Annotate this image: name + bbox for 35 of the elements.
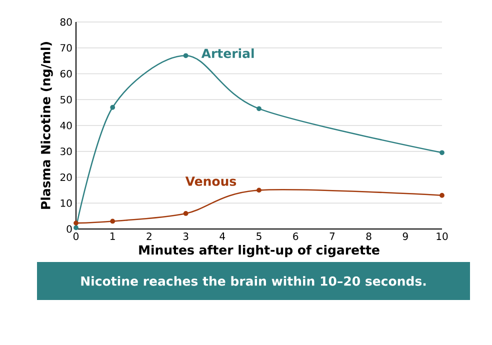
y-tick-label: 70 [60, 44, 72, 52]
y-tick-label: 30 [60, 148, 72, 156]
x-tick-label: 9 [402, 232, 408, 240]
point [110, 104, 116, 110]
y-tick-label: 40 [60, 122, 72, 130]
x-tick-label: 8 [366, 232, 372, 240]
x-tick-label: 0 [73, 232, 79, 240]
point [256, 106, 262, 112]
point [110, 218, 116, 224]
x-tick-label: 6 [293, 232, 298, 240]
y-tick-label: 80 [60, 18, 72, 26]
y-tick-label: 0 [66, 225, 72, 233]
y-tick-label: 10 [60, 199, 72, 207]
point [440, 150, 444, 156]
x-tick-label: 2 [146, 232, 152, 240]
series-label: Arterial [201, 48, 254, 58]
x-tick-label: 10 [436, 232, 448, 240]
y-tick-label: 20 [60, 173, 72, 182]
text: Nicotine reaches the brain within 10–20 seconds. [81, 276, 426, 286]
series-label: Venous [185, 176, 236, 186]
point [74, 220, 78, 226]
x-axis-title: Minutes after light-up of cigarette [139, 244, 380, 258]
point [256, 188, 262, 193]
x-tick-label: 3 [183, 232, 188, 240]
x-tick-label: 4 [220, 232, 226, 240]
x-tick-label: 1 [110, 232, 115, 240]
point [440, 192, 444, 198]
x-tick-label: 5 [256, 232, 262, 240]
y-tick-label: 60 [60, 70, 72, 78]
y-axis-title: Plasma Nicotine (ng/ml) [40, 42, 53, 209]
point [74, 225, 78, 230]
x-tick-label: 7 [330, 232, 335, 240]
y-tick-label: 50 [60, 96, 72, 104]
point [183, 211, 188, 216]
point [183, 53, 188, 58]
